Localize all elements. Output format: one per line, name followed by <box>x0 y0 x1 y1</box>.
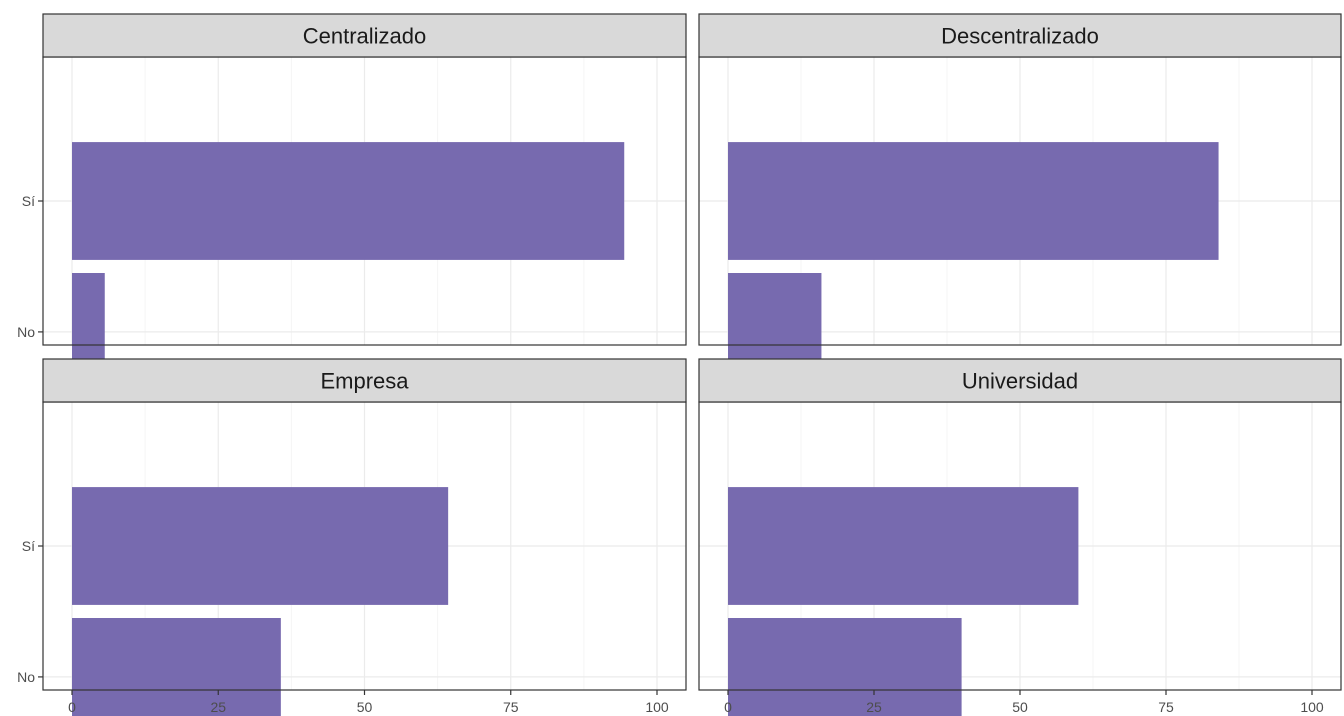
x-tick-label: 25 <box>866 699 882 715</box>
facet-strip <box>698 13 1342 58</box>
facet-strip <box>698 358 1342 403</box>
x-tick-label: 50 <box>1012 699 1028 715</box>
facet-strip-label: Descentralizado <box>941 24 1099 49</box>
bar-si <box>72 487 449 605</box>
x-tick-label: 100 <box>645 699 669 715</box>
bar-si <box>72 142 625 260</box>
bar-si <box>728 142 1219 260</box>
facet-strip <box>42 358 687 403</box>
facet-strip-label: Universidad <box>962 369 1078 394</box>
y-tick-label: No <box>17 324 35 340</box>
x-tick-label: 75 <box>1158 699 1174 715</box>
facet-strip-label: Empresa <box>320 369 409 394</box>
bar-no <box>728 618 962 716</box>
y-tick-label: Sí <box>22 193 35 209</box>
y-tick-label: No <box>17 669 35 685</box>
x-tick-label: 0 <box>68 699 76 715</box>
facet-strip-label: Centralizado <box>303 24 427 49</box>
y-tick-label: Sí <box>22 538 35 554</box>
x-tick-label: 0 <box>724 699 732 715</box>
x-tick-label: 100 <box>1300 699 1324 715</box>
bar-no <box>72 618 281 716</box>
x-tick-label: 25 <box>210 699 226 715</box>
bar-si <box>728 487 1079 605</box>
facet-strip <box>42 13 687 58</box>
x-tick-label: 75 <box>503 699 519 715</box>
x-tick-label: 50 <box>357 699 373 715</box>
